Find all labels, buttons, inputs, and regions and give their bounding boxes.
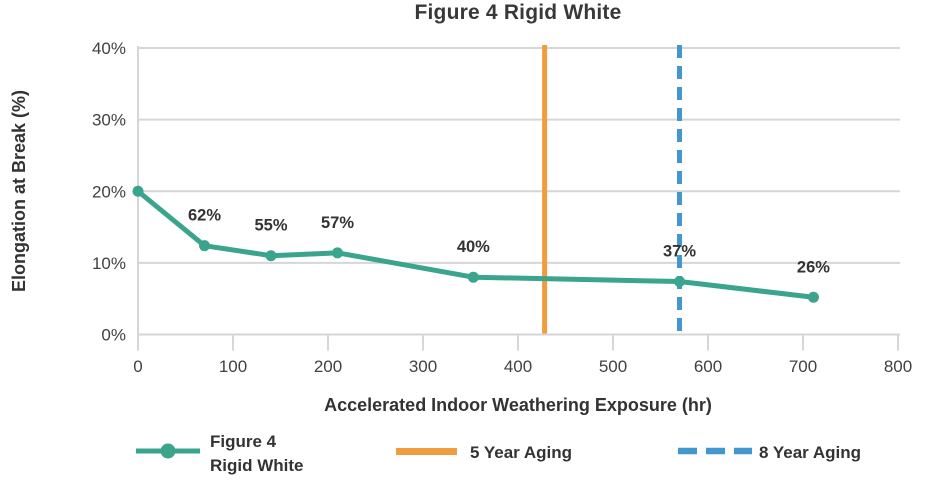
data-point-marker (265, 250, 277, 262)
data-point-label: 37% (663, 242, 696, 260)
data-point-marker (332, 247, 343, 259)
x-tick-label: 200 (314, 357, 342, 376)
y-tick-label: 20% (92, 182, 126, 201)
y-tick-label: 0% (101, 326, 126, 345)
x-tick-label: 0 (133, 357, 142, 376)
x-tick-label: 100 (219, 357, 247, 376)
data-point-label: 55% (254, 217, 287, 235)
data-point-label: 62% (188, 207, 221, 225)
data-point-marker (674, 275, 685, 287)
data-point-label: 40% (457, 238, 490, 256)
chart-title: Figure 4 Rigid White (414, 1, 622, 24)
y-tick-label: 40% (92, 39, 126, 58)
data-point-label: 26% (797, 258, 830, 276)
data-point-label: 57% (321, 214, 354, 232)
x-tick-label: 800 (884, 357, 912, 376)
data-point-marker (132, 185, 144, 197)
data-point-marker (467, 271, 479, 283)
y-tick-label: 30% (92, 111, 126, 130)
data-point-marker (807, 291, 819, 303)
x-tick-label: 300 (409, 357, 437, 376)
x-tick-label: 400 (504, 357, 532, 376)
x-tick-label: 700 (789, 357, 817, 376)
data-point-marker (199, 240, 210, 252)
x-tick-label: 600 (694, 357, 722, 376)
x-tick-label: 500 (599, 357, 627, 376)
y-tick-label: 10% (92, 254, 126, 273)
x-axis-title: Accelerated Indoor Weathering Exposure (… (324, 395, 712, 415)
